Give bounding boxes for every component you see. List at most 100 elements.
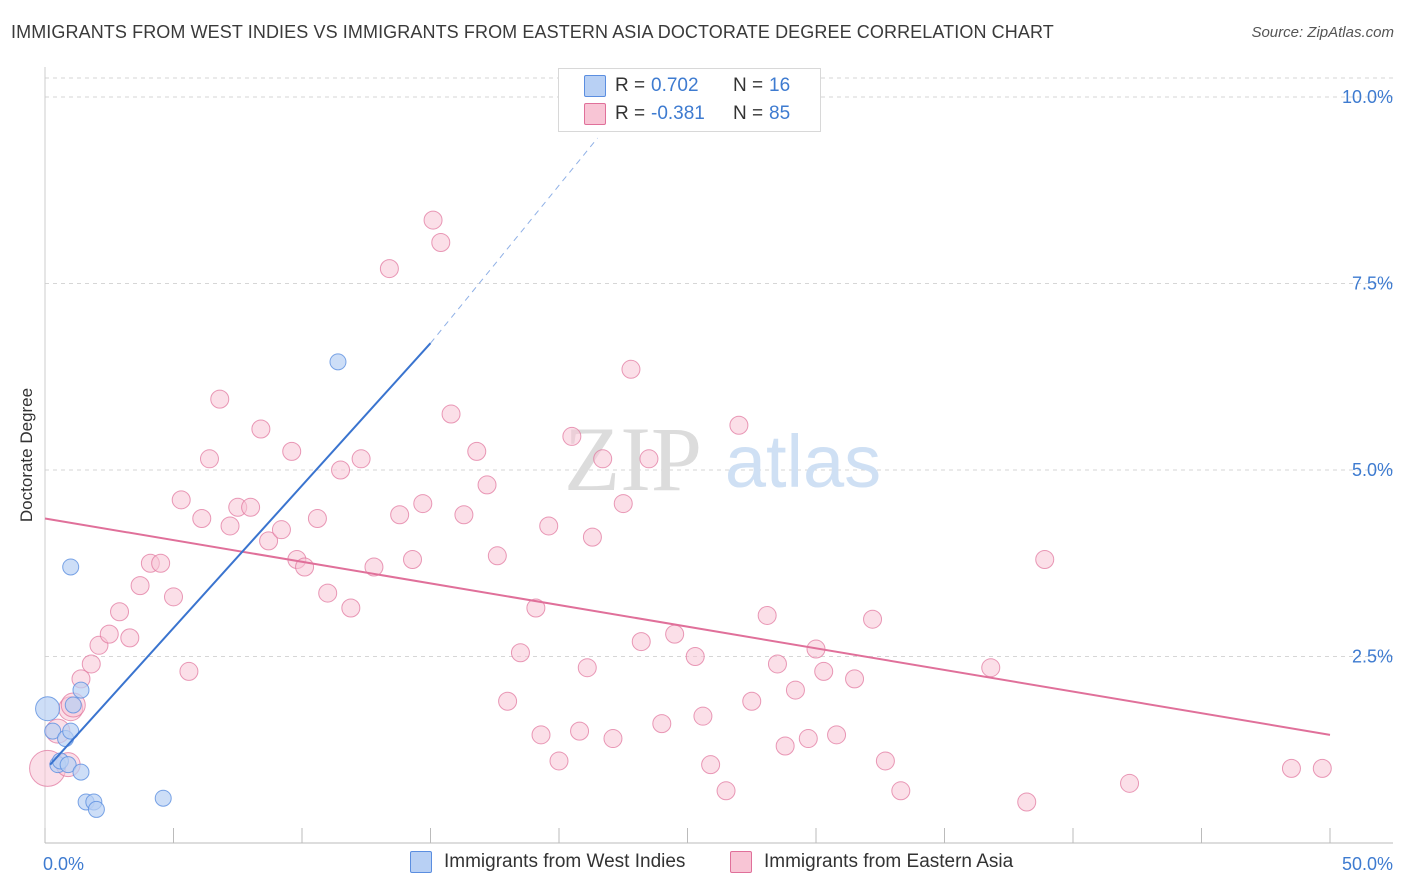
y-tick-label: 2.5% — [1352, 647, 1393, 667]
data-point-west-indies — [59, 756, 77, 774]
data-point-eastern-asia — [120, 628, 140, 648]
data-point-eastern-asia — [863, 609, 883, 629]
n-value: 85 — [769, 103, 791, 124]
r-label: R = — [615, 75, 646, 96]
legend-swatch-pink — [584, 103, 606, 125]
data-point-eastern-asia — [798, 729, 818, 749]
data-point-eastern-asia — [1312, 758, 1332, 778]
data-point-eastern-asia — [603, 729, 623, 749]
trend-line-eastern-asia — [44, 517, 1331, 736]
data-point-eastern-asia — [341, 598, 361, 618]
r-value: -0.381 — [651, 103, 705, 124]
data-point-west-indies — [87, 800, 105, 818]
data-point-eastern-asia — [351, 449, 371, 469]
data-point-eastern-asia — [431, 232, 451, 252]
data-point-west-indies — [62, 558, 80, 576]
watermark-atlas: atlas — [725, 420, 881, 503]
x-tick-label: 50.0% — [1342, 854, 1393, 874]
data-point-eastern-asia — [151, 553, 171, 573]
correlation-legend: R = 0.702 N = 16 R = -0.381 N = 85 — [558, 68, 821, 132]
data-point-eastern-asia — [1035, 550, 1055, 570]
legend-swatch-pink — [730, 851, 752, 873]
data-point-eastern-asia — [282, 441, 302, 461]
data-point-eastern-asia — [814, 661, 834, 681]
data-point-eastern-asia — [251, 419, 271, 439]
data-point-eastern-asia — [981, 658, 1001, 678]
data-point-eastern-asia — [685, 647, 705, 666]
data-point-eastern-asia — [390, 505, 410, 525]
data-point-eastern-asia — [454, 505, 474, 525]
data-point-eastern-asia — [110, 602, 130, 622]
data-point-eastern-asia — [665, 624, 685, 644]
data-point-eastern-asia — [498, 691, 518, 711]
data-point-eastern-asia — [613, 494, 633, 514]
data-point-west-indies — [44, 722, 62, 740]
r-label: R = — [615, 103, 646, 124]
watermark-zip: ZIP — [564, 408, 702, 510]
y-tick-label: 5.0% — [1352, 460, 1393, 480]
data-point-eastern-asia — [891, 781, 911, 801]
gridlines — [45, 77, 1393, 657]
data-point-eastern-asia — [693, 706, 713, 726]
legend-label: Immigrants from West Indies — [444, 851, 686, 872]
data-point-eastern-asia — [364, 557, 384, 577]
data-point-eastern-asia — [570, 721, 590, 741]
data-point-eastern-asia — [562, 426, 582, 446]
data-point-eastern-asia — [487, 546, 507, 566]
axes — [44, 67, 1393, 844]
data-point-eastern-asia — [199, 449, 219, 469]
series-eastern-asia — [29, 210, 1332, 812]
data-point-eastern-asia — [742, 691, 762, 711]
data-point-eastern-asia — [767, 654, 787, 674]
data-point-west-indies — [154, 789, 172, 807]
data-point-eastern-asia — [729, 415, 749, 435]
data-point-eastern-asia — [510, 643, 530, 663]
data-point-eastern-asia — [403, 550, 423, 570]
data-point-eastern-asia — [577, 658, 597, 678]
data-point-eastern-asia — [99, 624, 119, 644]
series-west-indies — [35, 353, 347, 818]
legend-item-west-indies[interactable]: Immigrants from West Indies — [410, 851, 685, 873]
data-point-eastern-asia — [549, 751, 569, 771]
data-point-eastern-asia — [757, 605, 777, 625]
data-point-eastern-asia — [179, 661, 199, 681]
data-point-eastern-asia — [192, 508, 212, 528]
data-point-eastern-asia — [1281, 758, 1301, 778]
data-point-west-indies — [64, 696, 82, 714]
data-point-eastern-asia — [701, 755, 721, 775]
data-point-eastern-asia — [639, 449, 659, 469]
legend-label: Immigrants from Eastern Asia — [764, 851, 1014, 872]
data-point-eastern-asia — [130, 576, 150, 596]
data-point-west-indies — [62, 722, 80, 740]
data-point-eastern-asia — [423, 210, 443, 230]
data-point-eastern-asia — [1017, 792, 1037, 812]
data-point-eastern-asia — [582, 527, 602, 547]
data-point-eastern-asia — [467, 441, 487, 461]
legend-swatch-blue — [584, 75, 606, 97]
data-point-eastern-asia — [621, 359, 641, 379]
trend-line-west-indies-extension — [430, 137, 598, 344]
data-point-eastern-asia — [477, 475, 497, 495]
data-point-eastern-asia — [220, 516, 240, 536]
data-point-eastern-asia — [526, 598, 546, 618]
data-point-eastern-asia — [593, 449, 613, 469]
data-point-west-indies — [35, 696, 61, 722]
data-point-eastern-asia — [318, 583, 338, 603]
data-point-eastern-asia — [171, 490, 191, 510]
n-label: N = — [733, 103, 764, 124]
data-point-eastern-asia — [379, 259, 399, 279]
data-point-west-indies — [329, 353, 347, 371]
data-point-eastern-asia — [775, 736, 795, 756]
data-point-eastern-asia — [413, 494, 433, 514]
data-point-eastern-asia — [716, 781, 736, 801]
y-tick-label: 7.5% — [1352, 274, 1393, 294]
data-point-eastern-asia — [271, 520, 291, 540]
data-point-eastern-asia — [785, 680, 805, 700]
data-point-eastern-asia — [875, 751, 895, 771]
data-point-west-indies — [72, 681, 90, 699]
data-point-eastern-asia — [331, 460, 351, 480]
legend-item-eastern-asia[interactable]: Immigrants from Eastern Asia — [730, 851, 1013, 873]
tick-labels: 2.5% 5.0% 7.5% 10.0% 0.0% 50.0% — [43, 87, 1393, 874]
y-tick-label: 10.0% — [1342, 87, 1393, 107]
